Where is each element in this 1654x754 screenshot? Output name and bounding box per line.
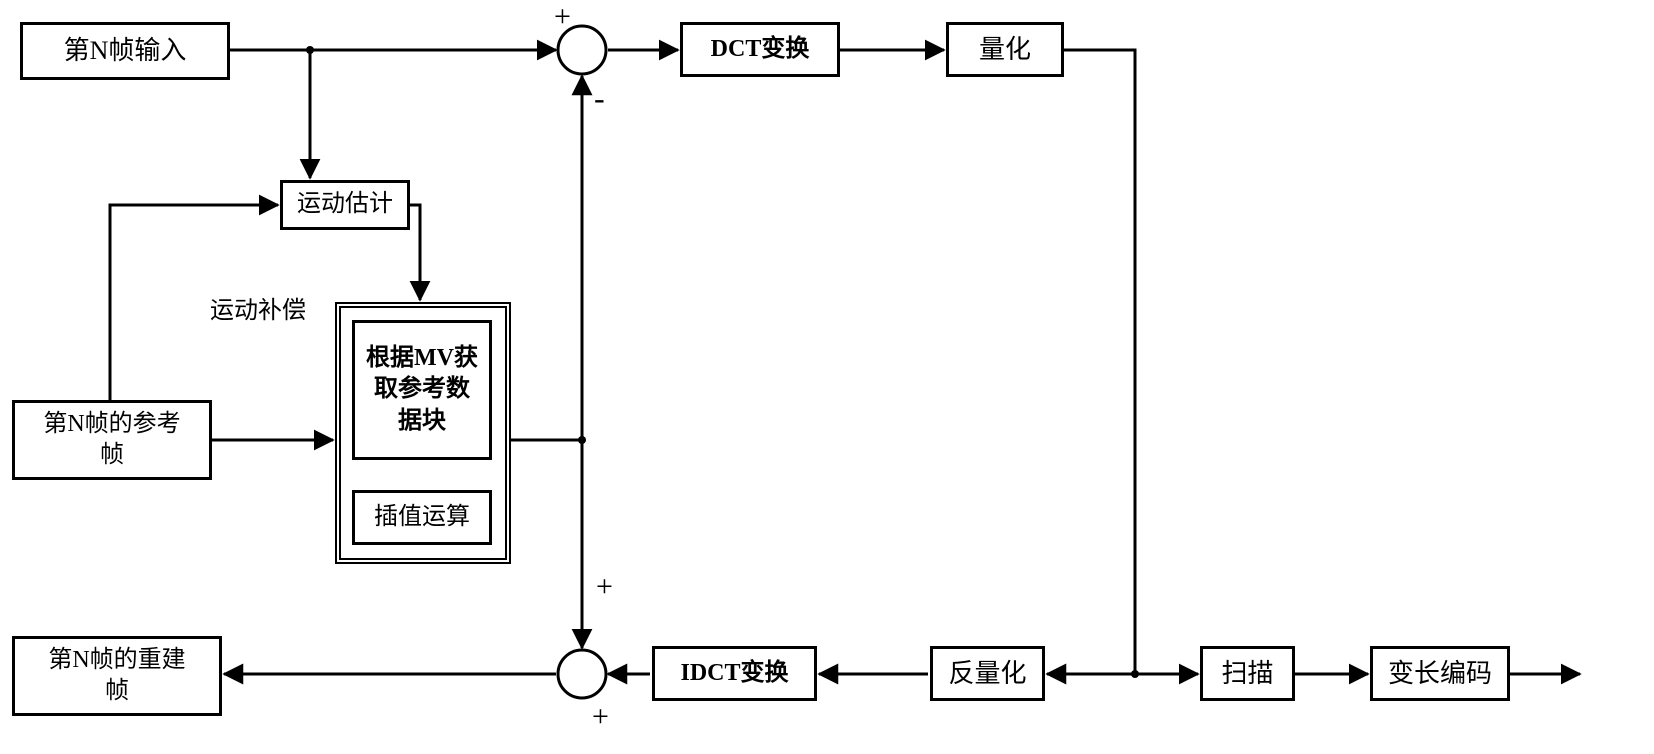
junction-dot	[1131, 670, 1139, 678]
sign-minus-side: -	[594, 80, 605, 117]
label-mc: 运动补偿	[210, 290, 306, 325]
edge-me-to-mc	[410, 205, 420, 300]
sign-plus-top: +	[554, 0, 571, 34]
block-interp: 插值运算	[352, 490, 492, 545]
block-input: 第N帧输入	[20, 22, 230, 80]
edge-mc-to-sum-top	[511, 76, 582, 440]
wiring-layer	[0, 0, 1654, 754]
block-vlc: 变长编码	[1370, 646, 1510, 701]
block-me: 运动估计	[280, 180, 410, 230]
edge-quant-down	[1064, 50, 1135, 674]
sign-plus-mid: +	[596, 570, 613, 604]
block-dct: DCT变换	[680, 22, 840, 77]
block-quant: 量化	[946, 22, 1064, 77]
block-recon: 第N帧的重建 帧	[12, 636, 222, 716]
block-dequant: 反量化	[930, 646, 1045, 701]
block-idct: IDCT变换	[652, 646, 817, 701]
junction-dot	[578, 436, 586, 444]
summer-bot	[558, 650, 606, 698]
block-mv: 根据MV获 取参考数 据块	[352, 320, 492, 460]
sign-plus-bot: +	[592, 700, 609, 734]
block-ref: 第N帧的参考 帧	[12, 400, 212, 480]
block-scan: 扫描	[1200, 646, 1295, 701]
junction-dot	[306, 46, 314, 54]
